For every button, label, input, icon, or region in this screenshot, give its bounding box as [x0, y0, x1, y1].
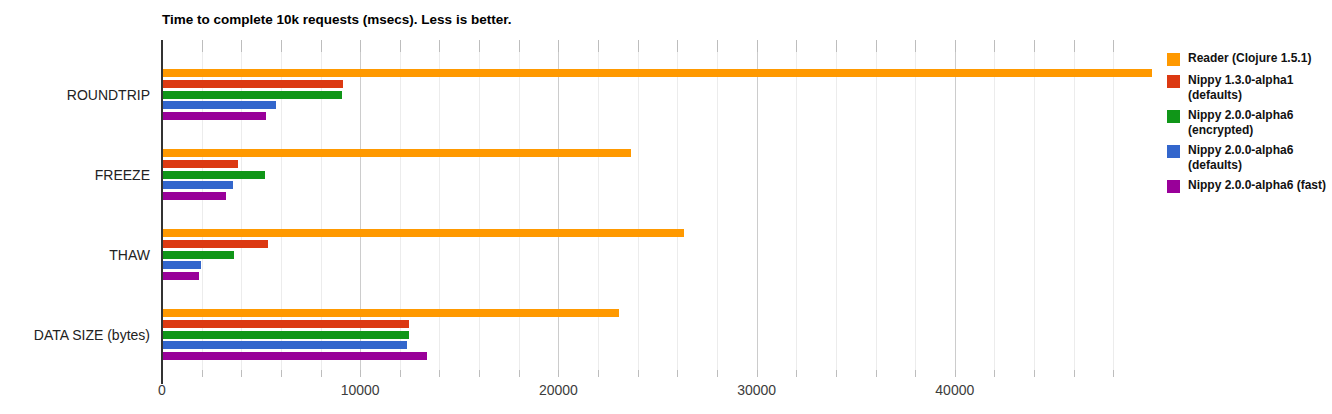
legend-label: Reader (Clojure 1.5.1)	[1188, 51, 1311, 66]
legend-swatch	[1167, 75, 1180, 88]
legend-swatch	[1167, 180, 1180, 193]
legend-label: Nippy 2.0.0-alpha6(encrypted)	[1188, 108, 1293, 138]
legend-label-line: (encrypted)	[1188, 123, 1293, 138]
legend-swatch	[1167, 53, 1180, 66]
legend-label-line: Nippy 2.0.0-alpha6	[1188, 143, 1293, 158]
legend-label-line: Nippy 2.0.0-alpha6 (fast)	[1188, 178, 1326, 193]
legend-label: Nippy 2.0.0-alpha6 (fast)	[1188, 178, 1326, 193]
legend-swatch	[1167, 110, 1180, 123]
legend-label-line: (defaults)	[1188, 88, 1293, 103]
legend-label-line: (defaults)	[1188, 158, 1293, 173]
legend-label-line: Reader (Clojure 1.5.1)	[1188, 51, 1311, 66]
legend: Reader (Clojure 1.5.1) Nippy 1.3.0-alpha1…	[0, 0, 1332, 414]
legend-label: Nippy 2.0.0-alpha6(defaults)	[1188, 143, 1293, 173]
legend-label: Nippy 1.3.0-alpha1(defaults)	[1188, 73, 1293, 103]
legend-label-line: Nippy 1.3.0-alpha1	[1188, 73, 1293, 88]
legend-label-line: Nippy 2.0.0-alpha6	[1188, 108, 1293, 123]
legend-swatch	[1167, 145, 1180, 158]
